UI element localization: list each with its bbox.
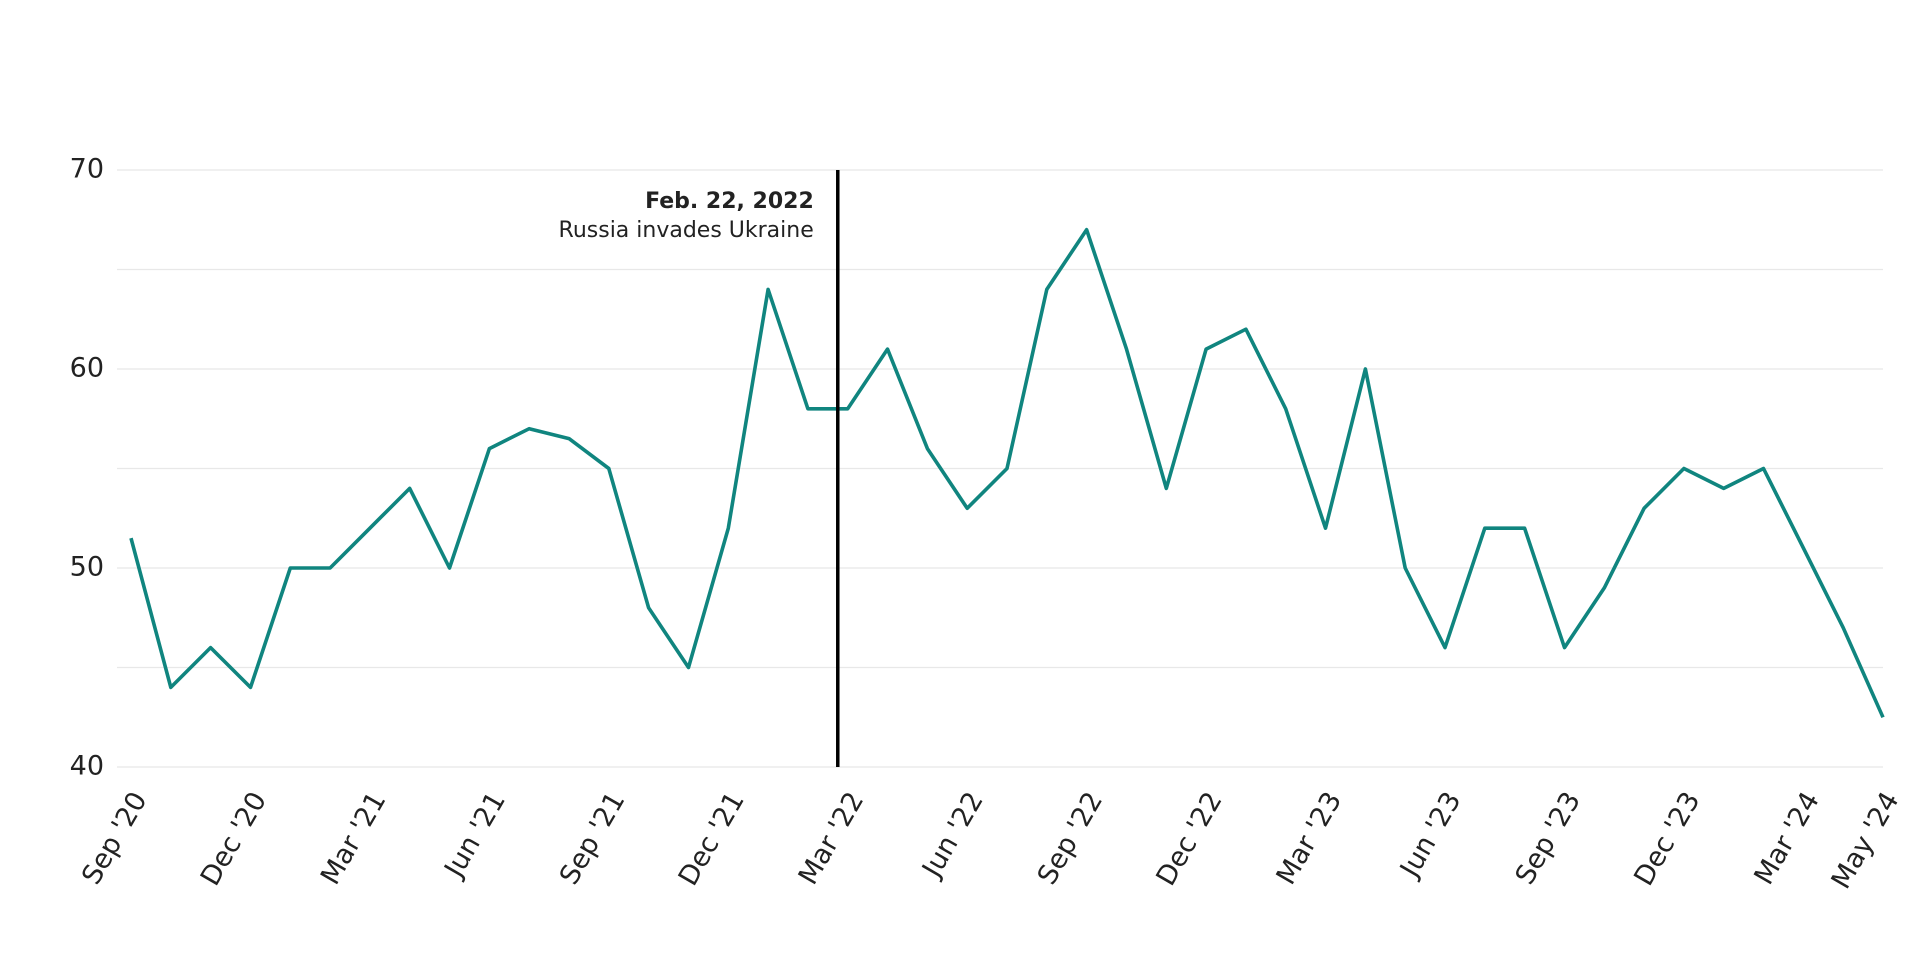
x-tick-label: Sep '22: [1032, 787, 1109, 890]
y-tick-label: 50: [70, 552, 104, 583]
x-tick-label: Jun '22: [916, 787, 990, 884]
y-tick-label: 60: [70, 353, 104, 384]
x-tick-label: Sep '20: [76, 787, 153, 890]
x-tick-label: Jun '21: [438, 787, 512, 884]
x-tick-label: Mar '24: [1748, 787, 1826, 890]
y-tick-label: 40: [70, 751, 104, 782]
x-tick-label: Mar '22: [793, 787, 871, 890]
x-tick-label: May '24: [1826, 787, 1906, 894]
x-tick-label: Dec '22: [1150, 787, 1228, 891]
x-tick-label: Dec '21: [673, 787, 751, 891]
x-tick-label: Mar '23: [1271, 787, 1349, 890]
annotation-text: Russia invades Ukraine: [559, 218, 814, 243]
x-tick-label: Sep '21: [554, 787, 631, 890]
x-tick-label: Dec '20: [195, 787, 273, 891]
x-tick-label: Mar '21: [315, 787, 393, 890]
annotation-title: Feb. 22, 2022: [645, 189, 814, 214]
x-tick-label: Dec '23: [1628, 787, 1706, 891]
x-tick-label: Sep '23: [1510, 787, 1587, 890]
data-line: [129, 227, 1885, 719]
x-tick-label: Jun '23: [1393, 787, 1467, 884]
y-tick-label: 70: [70, 154, 104, 185]
